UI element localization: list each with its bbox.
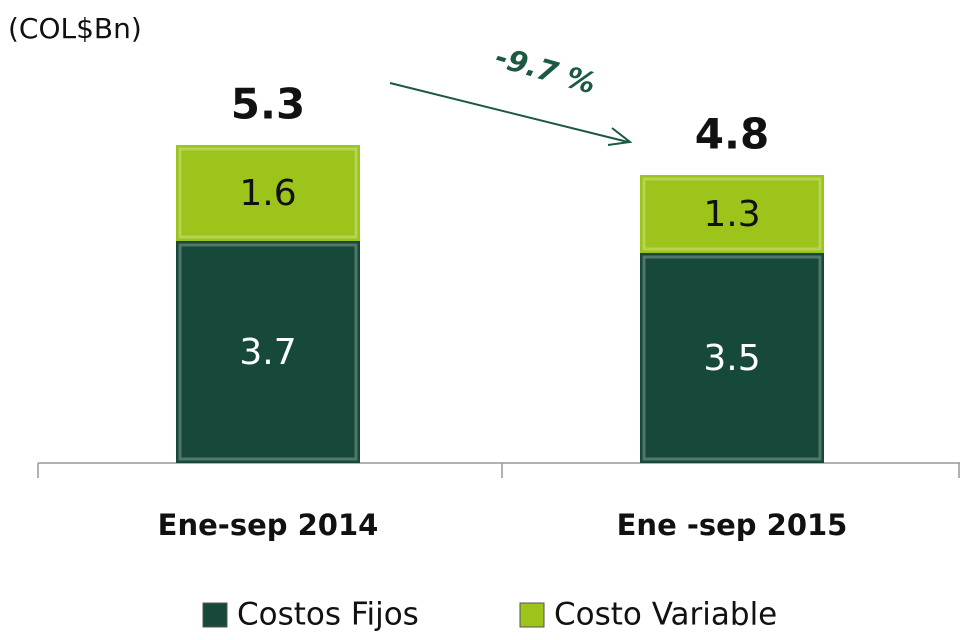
- annotation: -9.7 %: [492, 40, 600, 101]
- bar-bevel: [178, 147, 358, 239]
- bar-segment: [176, 145, 360, 241]
- segment-label: 3.7: [239, 332, 296, 373]
- legend-swatch: [519, 602, 545, 628]
- segment-label: 1.3: [703, 194, 760, 235]
- bar-segment: [640, 253, 824, 463]
- total-label: 4.8: [695, 110, 769, 159]
- total-label: 5.3: [231, 80, 305, 129]
- arrow-head: [607, 127, 633, 146]
- bar-segment: [640, 175, 824, 253]
- x-tick-label: Ene -sep 2015: [617, 508, 848, 542]
- change-arrow: [389, 82, 629, 143]
- legend-swatch: [202, 602, 228, 628]
- segment-label: 1.6: [239, 173, 296, 214]
- x-tick-label: Ene-sep 2014: [158, 508, 379, 542]
- bar-segment: [176, 241, 360, 463]
- bar-bevel: [642, 255, 822, 461]
- legend-label: Costos Fijos: [237, 597, 419, 633]
- legend-label: Costo Variable: [554, 597, 777, 633]
- segment-label: 3.5: [703, 338, 760, 379]
- bar-bevel: [642, 177, 822, 251]
- bar-bevel: [178, 243, 358, 461]
- unit-label: (COL$Bn): [8, 12, 142, 45]
